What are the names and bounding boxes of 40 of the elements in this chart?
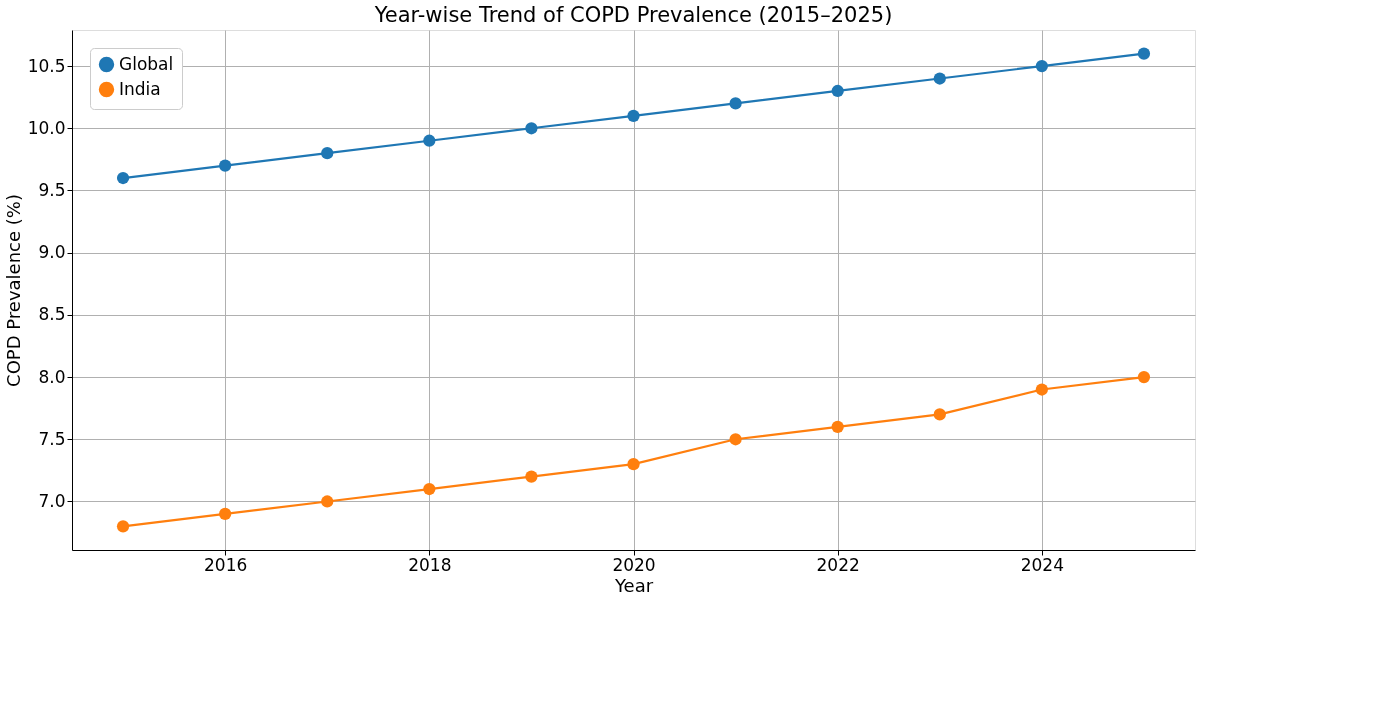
point — [933, 408, 946, 421]
point — [423, 482, 436, 496]
point — [219, 159, 232, 172]
y-tick-label: 10.0 — [27, 117, 66, 138]
point — [423, 134, 436, 147]
y-axis-title: COPD Prevalence (%) — [2, 194, 24, 387]
legend-label: Global — [119, 53, 174, 74]
point — [831, 420, 844, 433]
y-tick-label: 8.5 — [38, 304, 66, 325]
y-tick-label: 7.0 — [38, 490, 66, 511]
point — [1035, 383, 1048, 396]
x-tick-label: 2018 — [408, 554, 452, 575]
point — [729, 433, 742, 446]
point — [525, 470, 538, 483]
chart-title: Year-wise Trend of COPD Prevalence (2015–2025) — [373, 3, 893, 27]
y-tick-label: 9.0 — [38, 242, 66, 263]
y-tick-label: 9.5 — [38, 179, 66, 200]
legend-label: India — [119, 78, 161, 99]
point — [627, 109, 640, 122]
point — [116, 171, 130, 185]
x-axis-title: Year — [613, 574, 654, 596]
point — [1137, 47, 1151, 60]
point — [1137, 370, 1151, 384]
y-tick-label: 7.5 — [38, 428, 66, 449]
point — [321, 495, 334, 508]
point — [525, 122, 538, 135]
x-tick-label: 2016 — [204, 554, 248, 575]
x-tick-label: 2024 — [1020, 554, 1064, 575]
point — [116, 520, 130, 533]
point — [219, 507, 232, 521]
point — [933, 72, 946, 85]
y-tick-label: 8.0 — [38, 366, 66, 387]
x-tick-label: 2020 — [612, 554, 656, 575]
point — [321, 147, 334, 160]
point — [729, 97, 742, 110]
point — [831, 84, 844, 98]
y-tick-label: 10.5 — [27, 55, 66, 76]
point — [627, 458, 640, 471]
x-tick-label: 2022 — [816, 554, 860, 575]
point — [1035, 59, 1048, 73]
